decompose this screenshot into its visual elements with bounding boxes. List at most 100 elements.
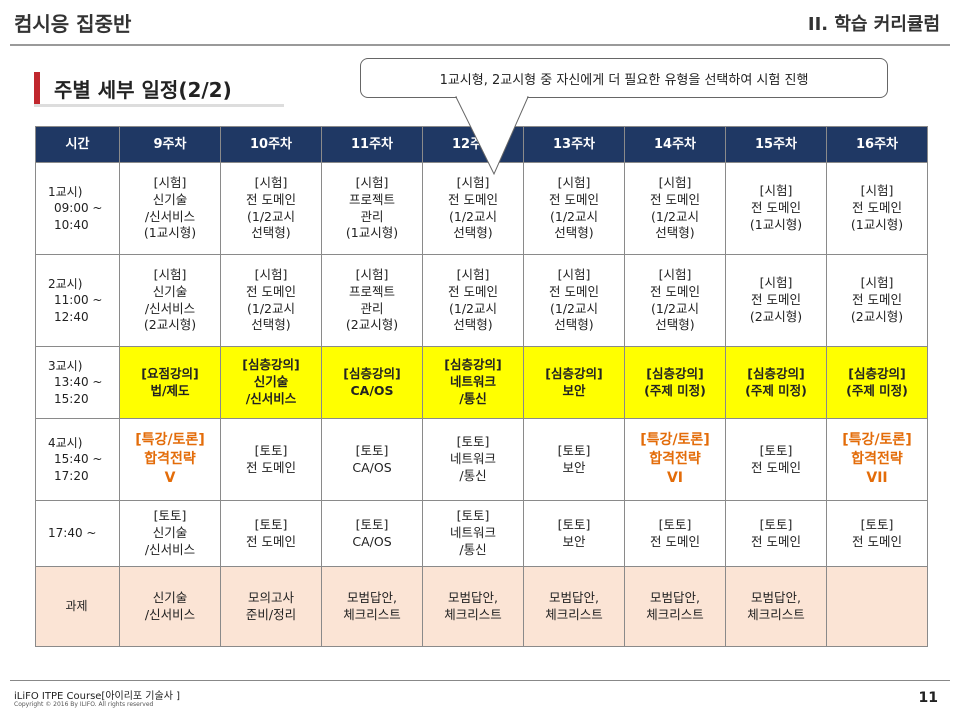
schedule-cell: [심층강의] (주제 미정) [725,346,827,419]
schedule-cell: [토토] 네트워크/통신 [422,500,524,567]
schedule-cell-line: 선택형) [554,225,594,241]
schedule-cell-line: 전 도메인 [246,459,296,475]
table-row: 과제 신기술/신서비스 모의고사 준비/정리 모범답안, 체크리스트 모범답안, 체크리스트 모… [35,566,928,647]
schedule-cell-line: 네트워크 [449,525,496,541]
time-slot-line: 4교시) [48,436,83,451]
schedule-cell-line: 체크리스트 [343,606,401,622]
schedule-cell-line: 선택형) [251,225,291,241]
time-slot-line: 11:00 ~ [54,293,103,308]
schedule-cell-line: [심층강의] [848,365,906,381]
footer-divider [10,680,950,681]
schedule-cell: [시험] 전 도메인 (1/2교시 선택형) [624,162,726,255]
schedule-cell-line: 보안 [562,382,586,398]
schedule-cell-line: /신서비스 [144,300,196,316]
schedule-cell-line: (1/2교시 [247,300,295,316]
schedule-cell: [특강/토론] 합격전략 VI [624,418,726,501]
time-slot-cell: 4교시) 15:40 ~17:20 [35,418,120,501]
schedule-cell-line: [토토] [153,508,187,524]
time-slot-line: 17:40 ~ [48,526,97,541]
schedule-cell-line: 체크리스트 [646,606,704,622]
schedule-cell-line: [토토] [456,508,490,524]
schedule-cell-line: [토토] [860,516,894,532]
schedule-cell: [시험] 전 도메인 (1/2교시 선택형) [624,254,726,347]
footer-course-name: iLiFO ITPE Course[아이리포 기술사 ] [14,691,180,702]
schedule-cell: [심층강의] (주제 미정) [624,346,726,419]
schedule-cell-line: /통신 [459,541,487,557]
table-row: 4교시) 15:40 ~17:20 [특강/토론] 합격전략 V [토토] 전 도메인 [토토… [35,418,928,501]
schedule-cell-line: /신서비스 [144,541,196,557]
time-slot-line: 15:40 ~ [54,452,103,467]
schedule-cell: [시험] 프로젝트 관리 (1교시형) [321,162,423,255]
time-slot-cell: 3교시) 13:40 ~15:20 [35,346,120,419]
section-accent-bar [34,72,40,104]
schedule-cell-line: (1/2교시 [651,300,699,316]
section-title: 주별 세부 일정(2/2) [54,78,232,102]
schedule-cell-line: 선택형) [554,317,594,333]
schedule-cell-line: 모범답안, [448,589,498,605]
schedule-cell-line: [심층강의] [343,365,401,381]
schedule-cell-line: VII [866,469,888,486]
schedule-cell-line: [시험] [355,174,389,190]
schedule-cell: [토토] 신기술/신서비스 [119,500,221,567]
schedule-cell: [시험] 프로젝트 관리 (2교시형) [321,254,423,347]
schedule-cell-line: [토토] [759,516,793,532]
schedule-cell-line: 전 도메인 [549,191,599,207]
schedule-cell [826,566,928,647]
schedule-cell: [시험] 전 도메인 (1/2교시 선택형) [523,254,625,347]
schedule-cell-line: 모범답안, [751,589,801,605]
time-slot-cell: 과제 [35,566,120,647]
schedule-cell-line: (2교시형) [850,308,904,324]
schedule-cell-line: 신기술 [152,283,188,299]
schedule-cell-line: /통신 [459,390,487,406]
schedule-cell-line: CA/OS [352,459,392,475]
schedule-cell: [시험] 전 도메인 (1/2교시 선택형) [422,162,524,255]
schedule-cell-line: 보안 [562,459,586,475]
schedule-cell-line: (주제 미정) [745,382,807,398]
schedule-cell-line: 전 도메인 [751,533,801,549]
page-number: 11 [918,690,938,706]
time-slot-cell: 1교시) 09:00 ~10:40 [35,162,120,255]
schedule-cell-line: [심층강의] [646,365,704,381]
schedule-cell-line: 전 도메인 [852,200,902,216]
schedule-cell: 모의고사 준비/정리 [220,566,322,647]
schedule-cell: [시험] 전 도메인 (2교시형) [725,254,827,347]
schedule-cell-line: [특강/토론] [640,432,710,449]
header-week-13: 13주차 [523,126,625,163]
schedule-cell-line: 합격전략 [144,451,196,468]
header-week-12: 12주차 [422,126,524,163]
schedule-cell: [심층강의] CA/OS [321,346,423,419]
schedule-cell: 모범답안, 체크리스트 [624,566,726,647]
schedule-cell: [시험] 전 도메인 (1/2교시 선택형) [220,254,322,347]
time-slot-cell: 2교시) 11:00 ~12:40 [35,254,120,347]
time-slot-line: 과제 [65,599,88,614]
schedule-cell-line: [토토] [254,442,288,458]
time-slot-line: 17:20 [54,468,89,483]
schedule-cell-line: [특강/토론] [135,432,205,449]
schedule-cell-line: V [164,469,176,486]
schedule-cell: [토토] 전 도메인 [220,500,322,567]
schedule-cell: [토토] 전 도메인 [725,418,827,501]
schedule-cell-line: 법/제도 [150,382,190,398]
schedule-cell-line: 모범답안, [549,589,599,605]
schedule-cell-line: (1교시형) [143,225,197,241]
schedule-cell-line: [시험] [759,275,793,291]
schedule-cell-line: 전 도메인 [852,533,902,549]
schedule-cell: 모범답안, 체크리스트 [725,566,827,647]
schedule-cell-line: (1교시형) [345,225,399,241]
schedule-cell-line: 선택형) [655,225,695,241]
schedule-cell: [특강/토론] 합격전략 V [119,418,221,501]
section-underline [34,104,284,107]
schedule-cell-line: 프로젝트 [348,283,395,299]
schedule-cell: [시험] 신기술/신서비스 (1교시형) [119,162,221,255]
schedule-cell-line: (주제 미정) [644,382,706,398]
schedule-cell: [토토] 전 도메인 [220,418,322,501]
schedule-cell-line: [시험] [557,266,591,282]
schedule-cell-line: (1/2교시 [651,208,699,224]
schedule-cell-line: (2교시형) [345,317,399,333]
schedule-cell-line: [토토] [456,434,490,450]
schedule-cell-line: 모의고사 [247,589,294,605]
schedule-cell: [시험] 전 도메인 (1/2교시 선택형) [220,162,322,255]
schedule-cell: [심층강의] 보안 [523,346,625,419]
schedule-cell-line: 체크리스트 [444,606,502,622]
chapter-title: II. 학습 커리큘럼 [807,14,940,35]
